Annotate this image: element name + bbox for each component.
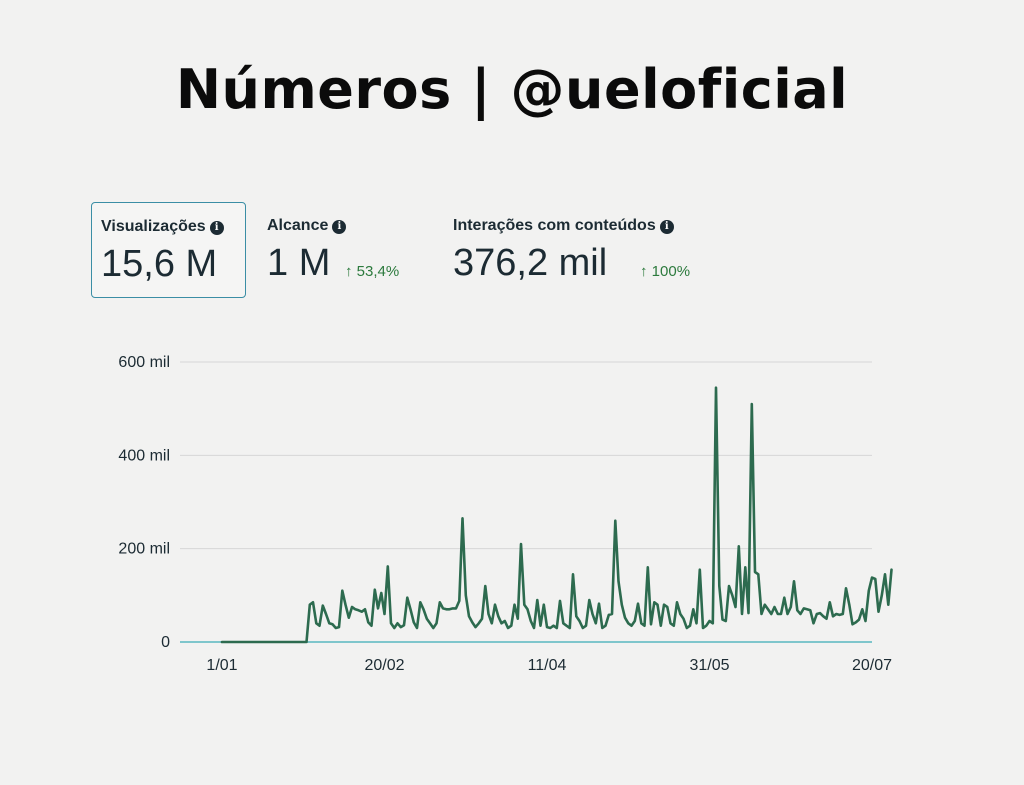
x-tick-label: 11/04: [528, 657, 567, 674]
metric-label-alcance: Alcance i: [267, 217, 347, 235]
x-tick-label: 20/07: [852, 657, 892, 674]
metric-value-interacoes: 376,2 mil: [453, 242, 608, 284]
metric-label-text: Visualizações: [101, 218, 206, 235]
metric-label-visualizacoes: Visualizações i: [101, 218, 224, 236]
y-tick-label: 600 mil: [118, 354, 170, 371]
info-icon[interactable]: i: [332, 220, 347, 234]
metric-value-visualizacoes: 15,6 M: [101, 243, 218, 285]
metric-card-interacoes[interactable]: Interações com conteúdos i 376,2 mil ↑ 10…: [444, 202, 744, 298]
metric-change-alcance: ↑ 53,4%: [345, 263, 400, 280]
x-tick-label: 31/05: [689, 657, 729, 674]
y-tick-label: 400 mil: [118, 447, 170, 464]
x-tick-label: 20/02: [364, 657, 404, 674]
x-tick-label: 1/01: [206, 657, 237, 674]
metric-change-interacoes: ↑ 100%: [640, 263, 691, 280]
metric-label-interacoes: Interações com conteúdos i: [453, 217, 674, 235]
info-icon[interactable]: i: [209, 221, 224, 235]
page-title: Números | @ueloficial: [175, 58, 849, 121]
y-tick-label: 0: [161, 634, 170, 651]
metric-label-text: Alcance: [267, 217, 329, 234]
metric-label-text: Interações com conteúdos: [453, 217, 656, 234]
series-line: [220, 386, 893, 644]
y-tick-label: 200 mil: [118, 541, 170, 558]
info-icon[interactable]: i: [659, 220, 674, 234]
metric-card-visualizacoes[interactable]: Visualizações i 15,6 M: [91, 202, 246, 298]
metric-value-alcance: 1 M: [267, 242, 331, 284]
metric-card-alcance[interactable]: Alcance i 1 M ↑ 53,4%: [258, 202, 438, 298]
